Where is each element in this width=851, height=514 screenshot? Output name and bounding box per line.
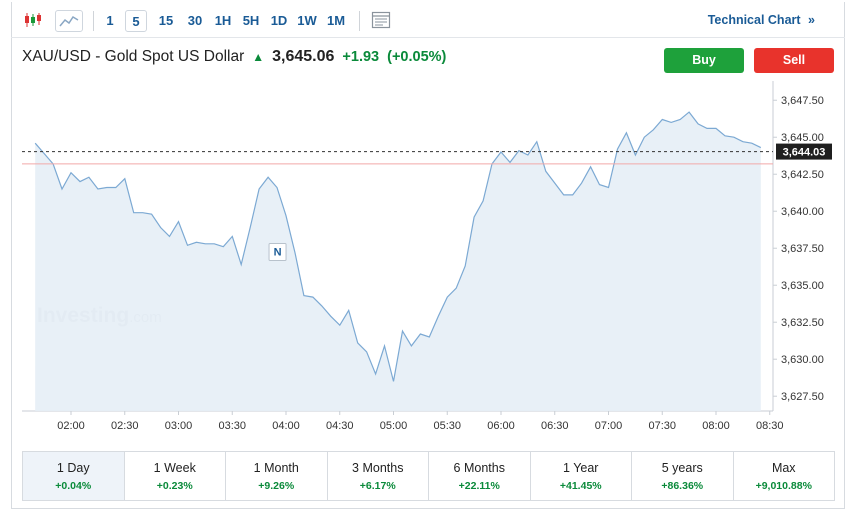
x-tick-label: 08:30 bbox=[756, 420, 784, 432]
news-event-marker bbox=[268, 243, 287, 262]
x-tick-label: 04:30 bbox=[326, 420, 354, 432]
settings-panel-icon[interactable] bbox=[370, 10, 392, 30]
price-area-fill bbox=[35, 112, 761, 411]
interval-15[interactable]: 15 bbox=[158, 13, 174, 28]
period-label: 3 Months bbox=[352, 461, 404, 475]
y-tick-label: 3,635.00 bbox=[781, 280, 824, 292]
x-tick-label: 03:30 bbox=[218, 420, 246, 432]
interval-1m[interactable]: 1M bbox=[326, 13, 346, 28]
interval-5h[interactable]: 5H bbox=[242, 13, 260, 28]
x-tick-label: 08:00 bbox=[702, 420, 730, 432]
instrument-title: XAU/USD - Gold Spot US Dollar bbox=[22, 48, 245, 65]
buy-button[interactable]: Buy bbox=[664, 48, 744, 73]
current-price-label-bg bbox=[776, 143, 832, 160]
area-chart-icon[interactable] bbox=[55, 10, 83, 32]
period-3-months[interactable]: 3 Months +6.17% bbox=[328, 452, 429, 500]
double-chevron-right-icon: » bbox=[808, 13, 815, 27]
y-tick-label: 3,627.50 bbox=[781, 391, 824, 403]
x-tick-label: 05:00 bbox=[380, 420, 408, 432]
price-line bbox=[34, 111, 762, 382]
technical-chart-label: Technical Chart bbox=[707, 13, 801, 27]
period-change: +9,010.88% bbox=[755, 480, 812, 492]
interval-5[interactable]: 5 bbox=[125, 10, 147, 32]
sell-button[interactable]: Sell bbox=[754, 48, 834, 73]
interval-1[interactable]: 1 bbox=[106, 13, 114, 28]
x-tick-label: 06:30 bbox=[541, 420, 569, 432]
x-tick-label: 07:30 bbox=[648, 420, 676, 432]
candlestick-icon[interactable] bbox=[23, 10, 43, 30]
x-tick-label: 04:00 bbox=[272, 420, 300, 432]
x-tick-label: 03:00 bbox=[165, 420, 193, 432]
widget-frame bbox=[11, 2, 845, 509]
interval-1w[interactable]: 1W bbox=[297, 13, 317, 28]
period-change: +22.11% bbox=[458, 480, 500, 492]
period-6-months[interactable]: 6 Months +22.11% bbox=[429, 452, 531, 500]
x-tick-label: 06:00 bbox=[487, 420, 515, 432]
period-change: +0.04% bbox=[55, 480, 92, 492]
x-tick-label: 05:30 bbox=[433, 420, 461, 432]
period-1-year[interactable]: 1 Year +41.45% bbox=[531, 452, 632, 500]
period-change: +41.45% bbox=[559, 480, 602, 492]
period-label: 1 Month bbox=[253, 461, 299, 475]
period-label: 6 Months bbox=[453, 461, 505, 475]
x-tick-label: 02:30 bbox=[111, 420, 139, 432]
x-tick-label: 02:00 bbox=[57, 420, 85, 432]
period-5-years[interactable]: 5 years +86.36% bbox=[632, 452, 734, 500]
period-change: +86.36% bbox=[661, 480, 704, 492]
y-tick-label: 3,647.50 bbox=[781, 95, 824, 107]
chart-toolbar: 1 5 15 30 1H 5H 1D 1W 1M Technical Chart… bbox=[11, 4, 845, 38]
period-change: +9.26% bbox=[258, 480, 295, 492]
x-tick-label: 07:00 bbox=[595, 420, 623, 432]
y-tick-label: 3,645.00 bbox=[781, 132, 824, 144]
y-tick-label: 3,630.00 bbox=[781, 354, 824, 366]
period-change: +6.17% bbox=[359, 480, 396, 492]
arrow-up-icon: ▲ bbox=[252, 50, 265, 64]
current-price-label: 3,644.03 bbox=[783, 147, 826, 159]
toolbar-divider bbox=[93, 11, 94, 31]
toolbar-divider bbox=[359, 11, 360, 31]
period-label: 5 years bbox=[661, 461, 703, 475]
period-performance-bar: 1 Day +0.04% 1 Week +0.23% 1 Month +9.26… bbox=[22, 451, 835, 501]
period-1-week[interactable]: 1 Week +0.23% bbox=[125, 452, 226, 500]
interval-1d[interactable]: 1D bbox=[270, 13, 288, 28]
y-tick-label: 3,642.50 bbox=[781, 169, 824, 181]
news-event-label: N bbox=[274, 247, 282, 259]
interval-30[interactable]: 30 bbox=[187, 13, 203, 28]
y-tick-label: 3,637.50 bbox=[781, 243, 824, 255]
period-label: 1 Week bbox=[153, 461, 196, 475]
period-label: Max bbox=[771, 461, 796, 475]
last-price: 3,645.06 bbox=[272, 48, 335, 65]
period-max[interactable]: Max +9,010.88% bbox=[734, 452, 835, 500]
y-tick-label: 3,640.00 bbox=[781, 206, 824, 218]
period-label: 1 Day bbox=[56, 461, 90, 475]
price-change-percent: (+0.05%) bbox=[387, 49, 447, 65]
technical-chart-link[interactable]: Technical Chart » bbox=[708, 13, 815, 27]
period-label: 1 Year bbox=[563, 461, 599, 475]
period-change: +0.23% bbox=[156, 480, 193, 492]
y-tick-label: 3,632.50 bbox=[781, 317, 824, 329]
price-change: +1.93 bbox=[342, 49, 380, 65]
period-1-day[interactable]: 1 Day +0.04% bbox=[23, 452, 125, 500]
period-1-month[interactable]: 1 Month +9.26% bbox=[226, 452, 328, 500]
interval-1h[interactable]: 1H bbox=[214, 13, 232, 28]
instrument-header: XAU/USD - Gold Spot US Dollar ▲ 3,645.06… bbox=[22, 48, 446, 66]
